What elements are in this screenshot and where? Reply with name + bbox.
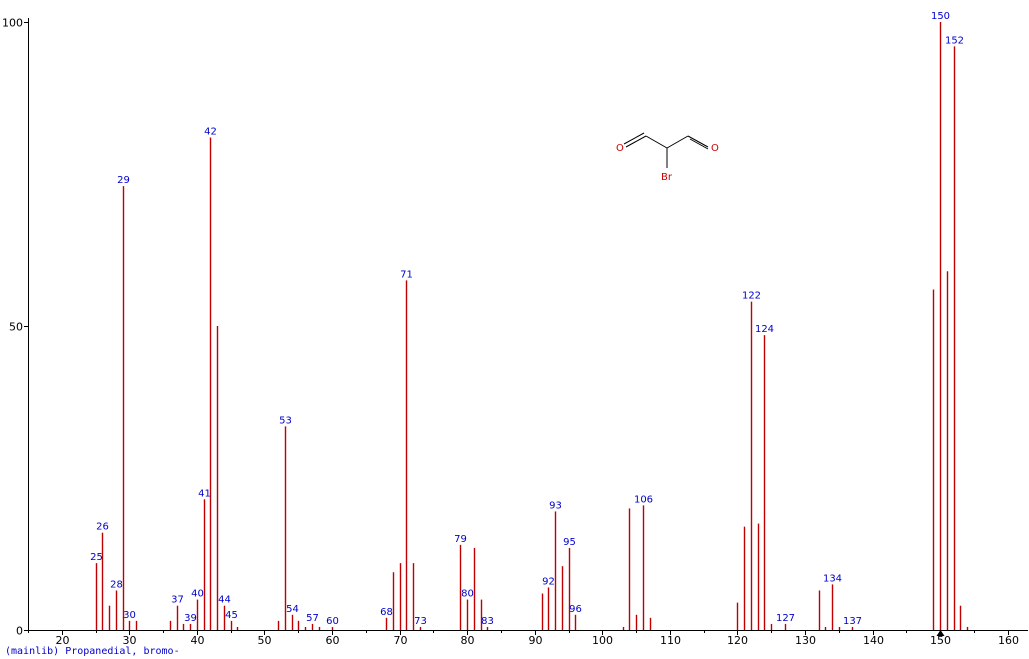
- peak-label-39: 39: [184, 613, 197, 624]
- spectrum-bars: [95, 22, 969, 630]
- x-tick-label-150: 150: [930, 634, 951, 645]
- x-tick-label-70: 70: [394, 634, 408, 645]
- y-tick-label-50: 50: [9, 321, 23, 334]
- peak-label-71: 71: [400, 269, 413, 280]
- x-tick-label-120: 120: [727, 634, 748, 645]
- peak-label-122: 122: [742, 291, 761, 302]
- peak-label-137: 137: [843, 616, 862, 627]
- peak-label-54: 54: [286, 604, 299, 615]
- peak-label-44: 44: [218, 595, 231, 606]
- x-tick-label-50: 50: [258, 634, 272, 645]
- x-tick-label-140: 140: [863, 634, 884, 645]
- x-tick-label-30: 30: [123, 634, 137, 645]
- peak-label-45: 45: [225, 610, 238, 621]
- y-tick-label-0: 0: [16, 625, 23, 638]
- peak-label-95: 95: [563, 537, 576, 548]
- x-tick-label-130: 130: [795, 634, 816, 645]
- peak-label-26: 26: [96, 522, 109, 533]
- x-tick-label-110: 110: [660, 634, 681, 645]
- molecule-structure: O O Br: [616, 132, 719, 183]
- peak-label-134: 134: [823, 573, 842, 584]
- library-footer: (mainlib) Propanedial, bromo-: [5, 646, 180, 657]
- peak-label-40: 40: [191, 589, 204, 600]
- y-tick-label-100: 100: [2, 17, 23, 30]
- base-peak-marker: [936, 630, 945, 636]
- x-tick-label-20: 20: [56, 634, 70, 645]
- peak-label-60: 60: [326, 616, 339, 627]
- peak-label-42: 42: [204, 127, 217, 138]
- peak-label-41: 41: [198, 488, 211, 499]
- peak-label-79: 79: [454, 534, 467, 545]
- peak-label-152: 152: [945, 35, 964, 46]
- x-tick-label-80: 80: [461, 634, 475, 645]
- peak-label-53: 53: [279, 415, 292, 426]
- peak-label-83: 83: [481, 616, 494, 627]
- peak-label-73: 73: [414, 616, 427, 627]
- molecule-atom-br: Br: [661, 172, 673, 183]
- x-tick-label-160: 160: [998, 634, 1019, 645]
- peak-label-127: 127: [776, 613, 795, 624]
- peak-label-124: 124: [755, 324, 774, 335]
- peak-label-25: 25: [90, 552, 103, 563]
- peak-label-150: 150: [931, 11, 950, 22]
- peak-label-96: 96: [569, 604, 582, 615]
- peak-label-68: 68: [380, 607, 393, 618]
- molecule-atom-o-right: O: [711, 143, 719, 154]
- peak-label-80: 80: [461, 589, 474, 600]
- peak-label-37: 37: [171, 595, 184, 606]
- x-tick-label-40: 40: [191, 634, 205, 645]
- peak-label-106: 106: [634, 494, 653, 505]
- x-tick-label-60: 60: [326, 634, 340, 645]
- peak-label-57: 57: [306, 613, 319, 624]
- axes: 20 30 40 50 60 70 80 90 100 110 120 130 140 150 160 0 50…: [2, 17, 1028, 645]
- peak-label-28: 28: [110, 579, 123, 590]
- peak-label-30: 30: [123, 610, 136, 621]
- x-tick-label-90: 90: [529, 634, 543, 645]
- x-tick-label-100: 100: [592, 634, 613, 645]
- peak-label-93: 93: [549, 500, 562, 511]
- peak-label-29: 29: [117, 175, 130, 186]
- peak-label-92: 92: [542, 576, 555, 587]
- molecule-atom-o-left: O: [616, 143, 624, 154]
